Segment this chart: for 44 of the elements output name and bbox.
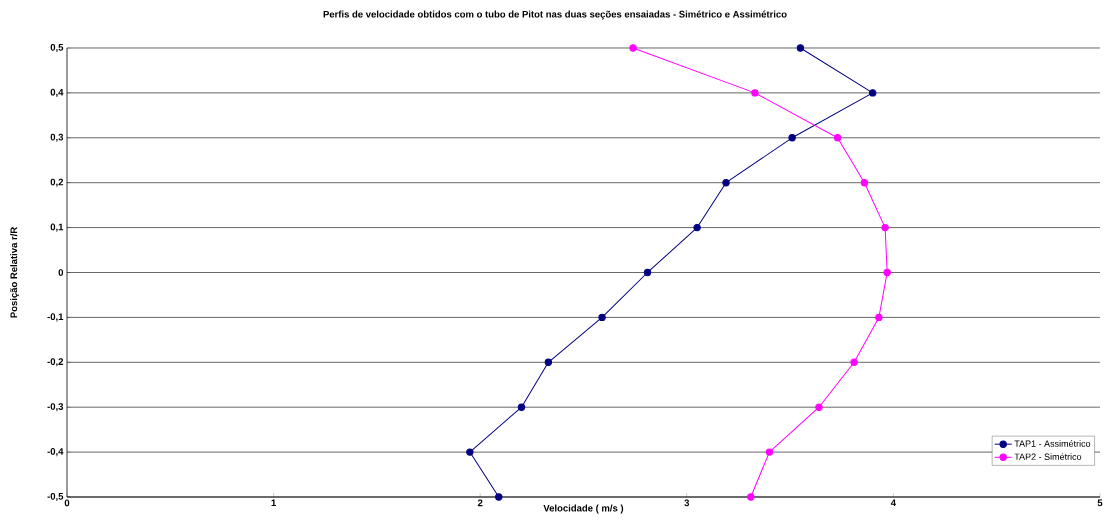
point (544, 358, 553, 366)
point (466, 448, 474, 456)
y-tick-label: 0 (58, 269, 64, 276)
point (517, 403, 526, 411)
y-tick-label: 0,1 (50, 223, 64, 232)
point (765, 448, 774, 456)
point (643, 268, 652, 277)
point (629, 44, 637, 52)
point (869, 89, 877, 97)
point (598, 313, 606, 322)
x-tick-label: 2 (477, 499, 483, 507)
y-tick-label: 0,2 (50, 178, 64, 187)
y-tick-label: 0,5 (50, 43, 64, 53)
point (747, 493, 755, 501)
y-tick-label: -0,5 (47, 492, 64, 502)
chart-title: Perfis de velocidade obtidos com o tubo de Pitot nas duas seções ensaiadas - Simétrico e Assimétrico (323, 10, 787, 20)
point (815, 403, 823, 411)
y-tick-label: -0,2 (47, 358, 64, 367)
point (796, 44, 805, 52)
point (883, 268, 891, 277)
point (751, 89, 759, 97)
x-tick-label: 4 (890, 499, 896, 507)
point (495, 493, 503, 501)
y-axis-title: Posição Relativa r/R (10, 227, 20, 318)
point (833, 134, 842, 142)
point (722, 178, 730, 187)
y-tick-label: -0,3 (47, 403, 64, 412)
y-tick-label: 0,3 (50, 133, 64, 142)
legend-label: TAP1 - Assimétrico (1014, 440, 1091, 447)
point (881, 223, 889, 232)
x-axis-title: Velocidade ( m/s ) (543, 504, 624, 514)
legend-label: TAP2 - Simétrico (1014, 453, 1082, 460)
x-tick-label: 0 (64, 499, 70, 507)
point (788, 134, 796, 142)
x-tick-label: 3 (684, 499, 690, 507)
point (693, 223, 701, 232)
x-tick-label: 5 (1097, 499, 1103, 507)
y-tick-label: -0,4 (47, 448, 64, 457)
point (860, 178, 869, 187)
x-tick-label: 1 (271, 499, 276, 507)
y-tick-label: -0,1 (47, 313, 64, 322)
point (875, 313, 883, 322)
y-tick-label: 0,4 (50, 88, 64, 97)
point (850, 358, 858, 366)
